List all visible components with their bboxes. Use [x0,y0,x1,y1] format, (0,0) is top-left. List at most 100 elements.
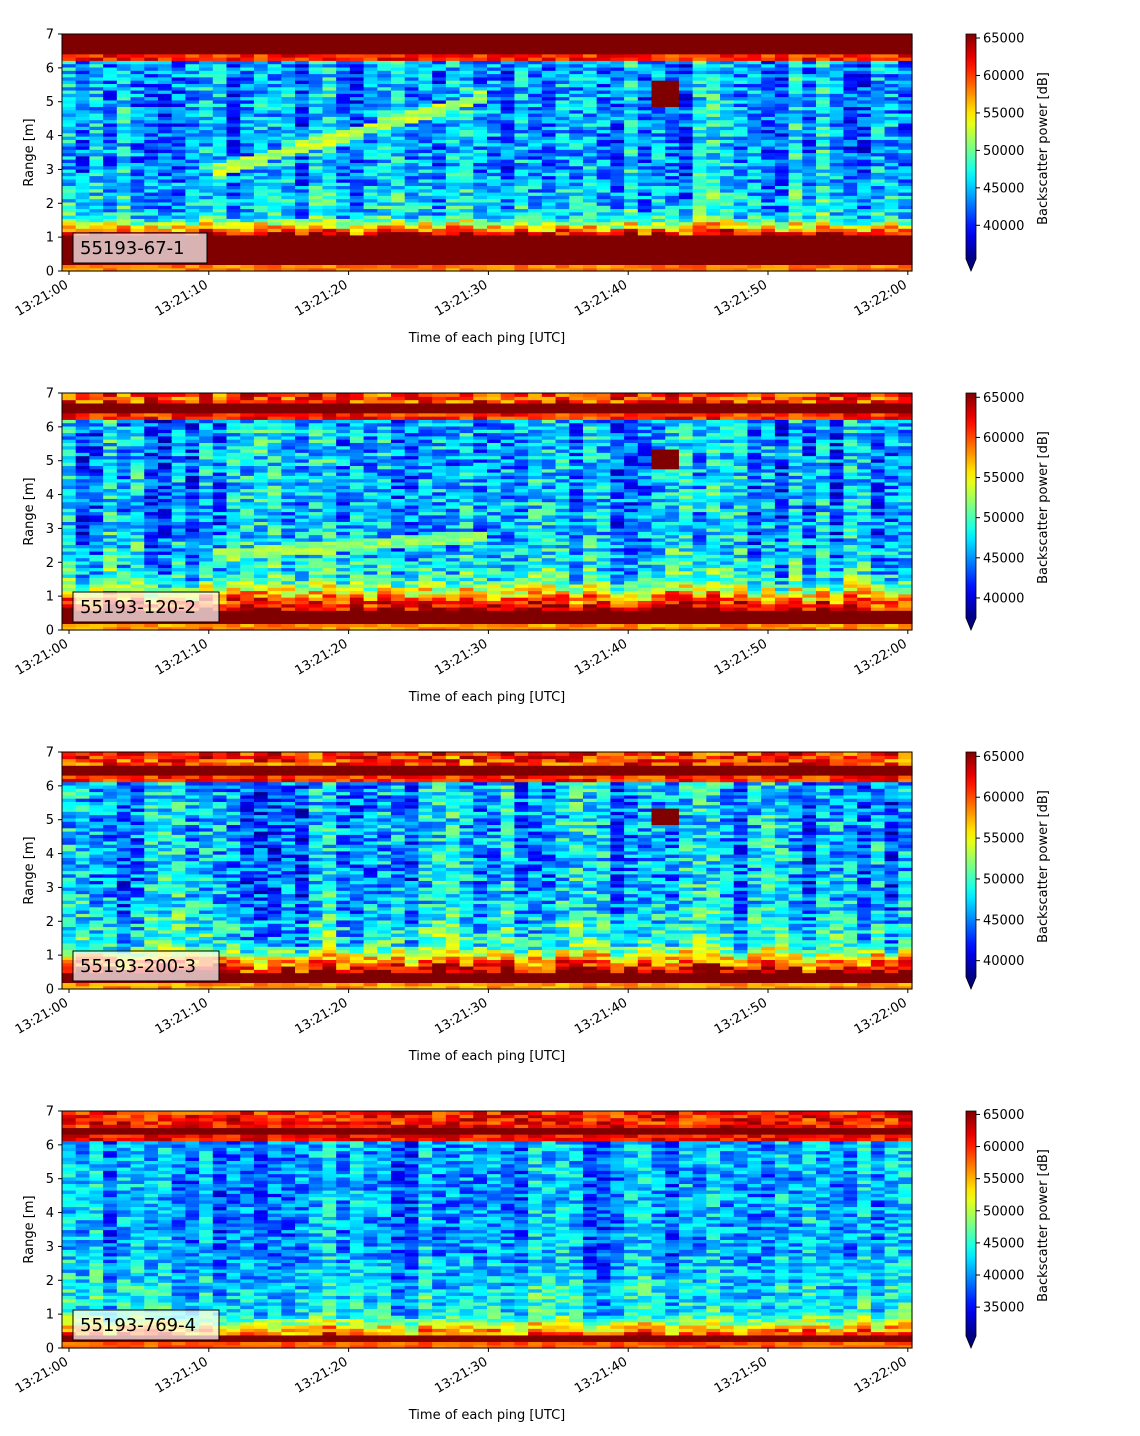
heatmap-cell [240,264,255,269]
heatmap-cell [829,70,845,75]
heatmap-cell [103,149,118,154]
heatmap-cell [870,76,886,81]
heatmap-cell [541,264,557,269]
heatmap-cell [103,76,118,81]
heatmap-cell [445,142,461,147]
heatmap-cell [706,122,721,127]
heatmap-cell [870,136,886,140]
heatmap-cell [459,254,474,259]
heatmap-cell [898,106,913,111]
heatmap-cell [212,142,228,147]
heatmap-cell [733,136,749,140]
heatmap-cell [363,205,378,210]
heatmap-cell [747,96,762,101]
heatmap-cell [651,99,666,104]
heatmap-cell [253,155,269,160]
heatmap-cell [555,132,570,137]
heatmap-cell [665,201,680,206]
heatmap-cell [363,165,378,170]
heatmap-cell [487,136,502,140]
heatmap-cell [596,122,611,127]
heatmap-cell [144,168,159,173]
heatmap-cell [857,247,872,252]
heatmap-cell [582,165,598,170]
heatmap-cell [391,195,406,200]
panel-label-box [72,232,208,264]
heatmap-cell [624,43,639,48]
heatmap-cell [500,99,516,104]
heatmap-cell [816,126,831,131]
heatmap-cell [692,43,707,48]
heatmap-cell [445,119,461,124]
heatmap-cell [884,175,899,180]
heatmap-cell [898,119,913,124]
heatmap-cell [226,129,241,134]
heatmap-cell [802,66,817,71]
heatmap-cell [336,60,351,65]
heatmap-cell [199,34,214,38]
heatmap-cell [582,34,598,38]
heatmap-cell [624,211,639,216]
heatmap-cell [788,234,803,239]
heatmap-cell [692,63,707,68]
heatmap-cell [418,192,433,196]
heatmap-cell [555,155,570,160]
heatmap-cell [404,221,420,226]
heatmap-cell [116,165,132,170]
heatmap-cell [884,228,899,233]
heatmap-cell [541,119,557,124]
heatmap-cell [802,116,817,121]
heatmap-cell [678,83,694,88]
heatmap-cell [816,178,831,183]
heatmap-cell [295,103,310,108]
heatmap-cell [89,623,104,628]
heatmap-cell [212,106,228,111]
heatmap-cell [185,195,200,200]
heatmap-cell [816,73,831,78]
heatmap-cell [377,47,392,52]
heatmap-cell [487,238,502,242]
heatmap-cell [514,152,529,157]
heatmap-cell [116,37,132,42]
heatmap-cell [116,554,132,559]
heatmap-cell [144,113,159,117]
heatmap-cell [377,50,392,55]
heatmap-cell [349,126,365,131]
heatmap-cell [870,175,886,180]
heatmap-cell [445,43,461,48]
heatmap-cell [487,168,502,173]
heatmap-cell [870,73,886,78]
heatmap-cell [816,43,831,48]
heatmap-cell [253,224,269,229]
heatmap-cell [130,406,145,411]
heatmap-cell [445,83,461,88]
heatmap-cell [308,53,324,58]
heatmap-cell [473,47,488,52]
heatmap-cell [130,175,145,180]
heatmap-cell [391,244,406,249]
heatmap-cell [157,149,173,154]
heatmap-cell [624,57,639,61]
heatmap-cell [130,182,145,187]
heatmap-cell [253,83,269,88]
heatmap-cell [445,152,461,157]
heatmap-cell [555,257,570,262]
heatmap-cell [62,422,77,427]
heatmap-cell [103,475,118,480]
heatmap-cell [349,152,365,157]
heatmap-cell [514,139,529,144]
heatmap-cell [555,126,570,131]
heatmap-cell [624,86,639,91]
heatmap-cell [555,66,570,71]
heatmap-cell [103,485,118,490]
x-tick-label: 13:21:10 [153,277,211,319]
heatmap-cell [528,188,543,193]
heatmap-cell [391,257,406,262]
heatmap-cell [829,73,845,78]
heatmap-cell [514,99,529,104]
heatmap-cell [363,198,378,203]
heatmap-cell [569,99,584,104]
heatmap-cell [89,152,104,157]
heatmap-cell [418,126,433,131]
